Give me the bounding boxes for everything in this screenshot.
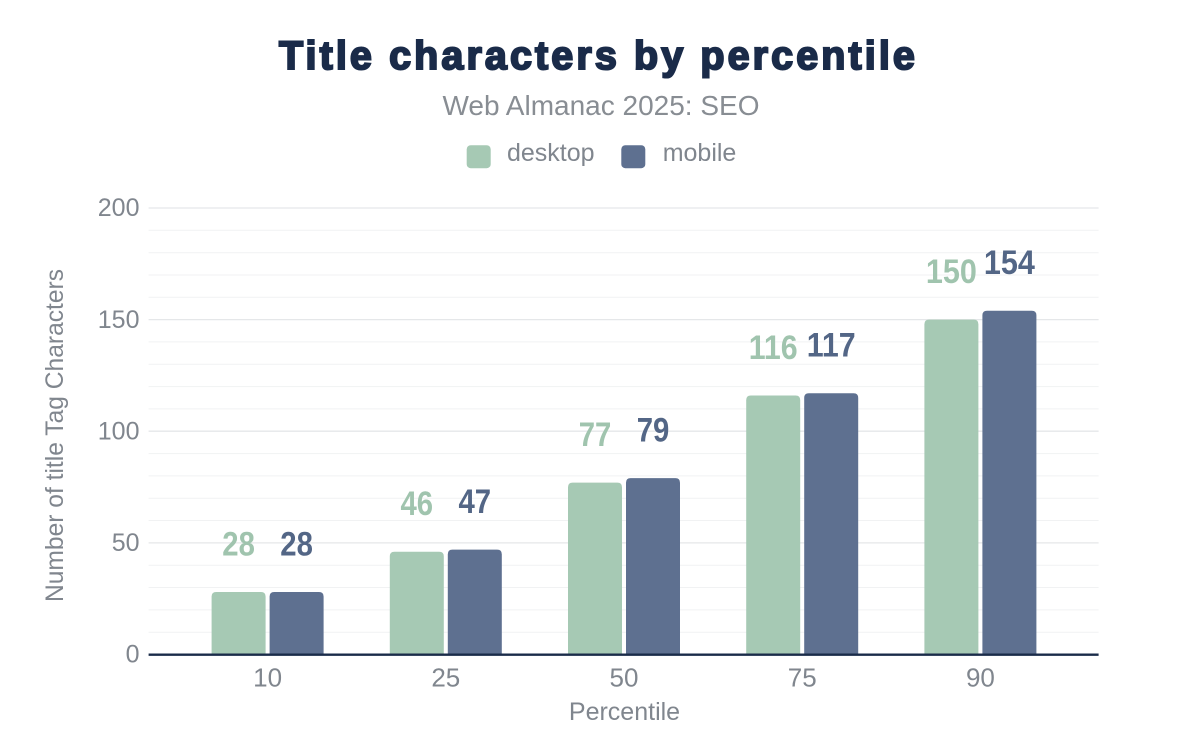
- svg-text:75: 75: [788, 662, 817, 692]
- svg-text:Percentile: Percentile: [569, 698, 680, 726]
- svg-text:28: 28: [222, 525, 255, 563]
- svg-text:47: 47: [459, 483, 492, 521]
- svg-text:28: 28: [280, 525, 313, 563]
- svg-text:200: 200: [98, 194, 140, 222]
- svg-text:Title characters by percentile: Title characters by percentile: [279, 34, 918, 78]
- svg-text:116: 116: [749, 329, 798, 367]
- svg-text:Number of title Tag Characters: Number of title Tag Characters: [42, 269, 69, 602]
- svg-text:154: 154: [984, 244, 1035, 282]
- svg-text:10: 10: [253, 662, 282, 692]
- svg-text:46: 46: [401, 485, 434, 523]
- svg-text:desktop: desktop: [507, 139, 595, 167]
- svg-text:90: 90: [966, 662, 995, 692]
- svg-text:0: 0: [126, 641, 140, 669]
- svg-text:77: 77: [579, 416, 612, 454]
- svg-text:25: 25: [431, 662, 460, 692]
- svg-text:50: 50: [610, 662, 639, 692]
- svg-text:100: 100: [98, 417, 140, 445]
- svg-text:Web Almanac 2025: SEO: Web Almanac 2025: SEO: [443, 90, 760, 121]
- svg-text:79: 79: [637, 412, 670, 450]
- svg-text:mobile: mobile: [663, 139, 737, 167]
- svg-text:50: 50: [112, 529, 140, 557]
- svg-text:150: 150: [98, 306, 140, 334]
- svg-text:150: 150: [926, 253, 977, 291]
- svg-text:117: 117: [807, 327, 856, 365]
